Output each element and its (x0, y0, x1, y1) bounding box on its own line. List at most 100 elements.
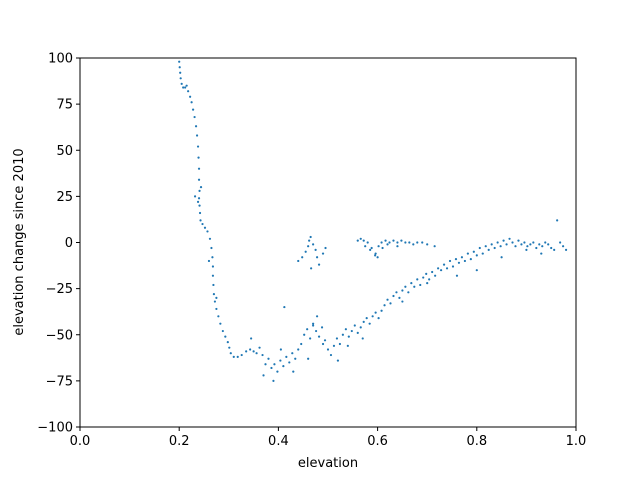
data-point (211, 256, 214, 259)
data-point (252, 350, 255, 353)
data-point (376, 256, 379, 259)
data-point (279, 359, 282, 362)
data-point (344, 328, 347, 331)
data-point (297, 348, 300, 351)
data-point (481, 252, 484, 255)
data-point (502, 239, 505, 242)
data-point (267, 357, 270, 360)
data-point (321, 252, 325, 255)
data-point (210, 246, 213, 250)
data-point (245, 350, 248, 353)
data-point (215, 296, 218, 299)
data-point (439, 269, 443, 272)
data-point (184, 86, 187, 89)
data-point (457, 261, 461, 264)
x-axis: 0.0 0.2 0.4 0.6 0.8 1.0 (70, 427, 586, 449)
data-point (329, 353, 333, 357)
data-point (178, 66, 181, 69)
data-point (206, 230, 209, 233)
data-point (434, 274, 437, 277)
data-point (226, 341, 229, 344)
y-tick-label: −75 (46, 374, 73, 389)
data-point (475, 254, 478, 257)
data-point (400, 239, 403, 242)
data-point (217, 315, 220, 318)
data-point (511, 241, 514, 244)
data-point (564, 248, 568, 251)
data-point (392, 239, 395, 242)
data-point (410, 281, 413, 285)
data-point (396, 241, 399, 244)
data-point (374, 254, 377, 257)
data-point (196, 145, 200, 148)
data-point (556, 219, 559, 222)
data-point (321, 342, 325, 346)
data-point (180, 82, 183, 85)
data-point (347, 335, 350, 338)
data-point (550, 246, 553, 250)
data-point (262, 374, 265, 377)
x-tick-label: 0.8 (466, 434, 487, 449)
data-point (198, 211, 202, 215)
data-point (324, 246, 327, 250)
data-point (208, 237, 212, 240)
data-point (520, 243, 523, 246)
data-point (374, 252, 377, 255)
data-point (187, 90, 190, 93)
data-point (212, 283, 215, 287)
data-point (282, 365, 285, 368)
data-point (323, 339, 327, 342)
data-point (442, 263, 446, 266)
y-tick-label: 0 (65, 236, 73, 251)
data-point (383, 304, 386, 307)
data-point (428, 278, 431, 281)
y-tick-label: −25 (46, 282, 73, 297)
data-point (359, 237, 362, 240)
data-point (353, 324, 356, 327)
data-point (350, 329, 353, 333)
data-point (285, 355, 288, 358)
data-point (335, 337, 339, 340)
data-point (433, 245, 436, 248)
data-point (292, 370, 295, 373)
data-point (475, 269, 478, 272)
data-point (212, 293, 216, 296)
data-point (496, 241, 499, 244)
data-point (356, 239, 359, 242)
data-point (179, 71, 182, 74)
data-point (369, 248, 372, 251)
data-point (315, 256, 319, 259)
data-point (312, 322, 315, 325)
x-tick-label: 0.2 (169, 434, 190, 449)
y-tick-label: −50 (46, 328, 73, 343)
data-point (559, 241, 562, 244)
data-point (270, 366, 273, 370)
data-point (421, 241, 424, 244)
data-point (419, 283, 422, 287)
data-point (532, 241, 535, 244)
data-point (412, 243, 415, 246)
data-point (261, 353, 264, 357)
data-point (426, 281, 429, 285)
data-point (523, 241, 526, 244)
data-point (364, 245, 367, 248)
data-point (307, 245, 310, 248)
data-point (283, 305, 286, 309)
data-point (395, 291, 398, 294)
data-point (264, 363, 267, 366)
y-tick-label: 75 (56, 98, 73, 113)
data-point (346, 344, 349, 347)
data-point (517, 239, 520, 242)
data-point (198, 189, 201, 192)
data-point (199, 186, 203, 189)
data-point (326, 348, 330, 351)
data-point (408, 241, 411, 244)
data-point (544, 241, 547, 244)
data-point (525, 248, 528, 251)
x-tick-label: 0.6 (367, 434, 388, 449)
data-point (279, 348, 282, 351)
data-point (196, 200, 200, 204)
data-point (535, 246, 538, 250)
data-point (460, 256, 464, 259)
data-point (320, 326, 324, 329)
